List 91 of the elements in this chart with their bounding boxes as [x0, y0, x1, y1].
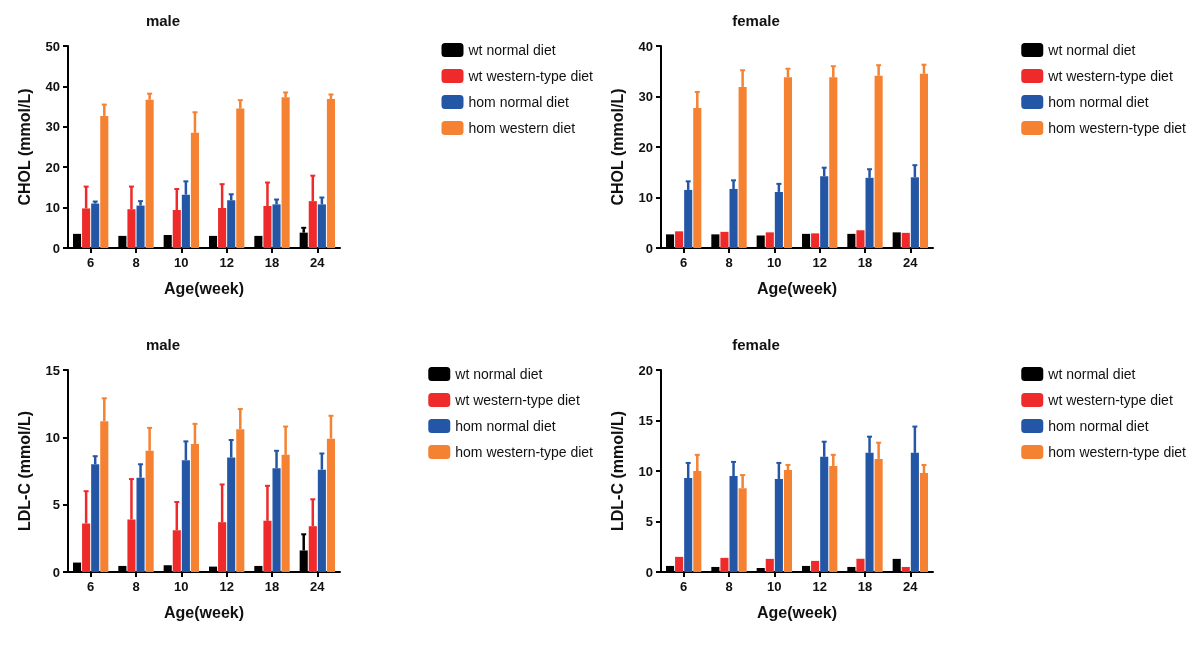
x-tick-label: 12	[219, 255, 234, 270]
y-tick-label: 20	[638, 362, 653, 378]
chart-title: female	[732, 336, 780, 353]
x-tick-label: 12	[812, 255, 827, 270]
x-tick-label: 18	[264, 255, 280, 270]
legend-label: wt normal diet	[1047, 42, 1136, 58]
legend-label: wt normal diet	[467, 42, 556, 58]
x-tick-label: 10	[174, 579, 189, 594]
x-tick-label: 10	[767, 255, 782, 270]
legend-label: hom western-type diet	[1048, 444, 1187, 460]
y-tick-label: 40	[45, 78, 60, 94]
legend-label: wt normal diet	[454, 366, 543, 382]
bar	[720, 557, 729, 572]
y-axis-title: LDL-C (mmol/L)	[15, 411, 33, 531]
x-tick-label: 8	[132, 579, 140, 594]
y-tick-label: 50	[45, 38, 60, 54]
x-tick-label: 8	[725, 255, 733, 270]
x-tick-label: 24	[903, 255, 919, 270]
x-tick-label: 6	[680, 579, 688, 594]
bar	[91, 203, 100, 248]
legend-label: wt western-type diet	[467, 68, 594, 84]
bar	[272, 204, 281, 248]
legend-label: hom normal diet	[455, 418, 556, 434]
x-tick-label: 24	[310, 579, 326, 594]
x-tick-label: 8	[132, 255, 140, 270]
y-tick-label: 0	[52, 240, 60, 256]
y-tick-label: 0	[52, 564, 60, 580]
x-tick-label: 10	[174, 255, 189, 270]
bar	[326, 98, 336, 248]
x-tick-label: 18	[857, 579, 873, 594]
y-tick-label: 5	[52, 497, 60, 513]
y-tick-label: 30	[45, 119, 60, 135]
legend-label: wt western-type diet	[1047, 392, 1173, 408]
x-tick-label: 24	[310, 255, 326, 270]
y-axis-title: LDL-C (mmol/L)	[608, 411, 626, 531]
y-tick-label: 20	[45, 159, 60, 175]
x-axis-title: Age(week)	[163, 603, 245, 621]
x-axis-title: Age(week)	[163, 279, 245, 297]
bar	[281, 97, 290, 248]
legend-label: hom western diet	[468, 120, 576, 136]
bar	[901, 566, 910, 572]
bar	[765, 558, 774, 572]
y-tick-label: 10	[45, 429, 60, 445]
bar	[675, 556, 684, 572]
y-tick-label: 20	[638, 139, 653, 155]
legend-label: hom western-type diet	[1048, 120, 1187, 136]
y-tick-label: 5	[645, 514, 653, 529]
legend-label: hom western-type diet	[455, 444, 594, 460]
x-tick-label: 24	[903, 579, 919, 594]
x-tick-label: 12	[812, 579, 827, 594]
bar	[136, 205, 145, 248]
legend-label: wt western-type diet	[454, 392, 580, 408]
x-tick-label: 6	[87, 255, 95, 270]
x-tick-label: 6	[87, 579, 95, 594]
bar	[811, 560, 820, 572]
x-tick-label: 10	[767, 579, 782, 594]
y-tick-label: 30	[638, 89, 653, 104]
bar	[783, 469, 793, 572]
chart-title: male	[145, 336, 181, 353]
y-tick-label: 10	[638, 463, 653, 479]
legend-label: wt western-type diet	[1047, 68, 1173, 84]
x-axis-title: Age(week)	[756, 603, 838, 621]
bar	[811, 233, 820, 248]
legend-label: wt normal diet	[1047, 366, 1136, 382]
y-axis-title: CHOL (mmol/L)	[608, 88, 626, 206]
bar	[856, 558, 865, 572]
x-tick-label: 6	[680, 255, 688, 270]
legend-label: hom normal diet	[1048, 418, 1149, 434]
y-tick-label: 10	[638, 190, 653, 205]
y-tick-label: 15	[45, 362, 60, 378]
y-tick-label: 15	[638, 413, 653, 428]
bar	[145, 99, 154, 248]
bar	[675, 231, 684, 248]
y-tick-label: 0	[645, 564, 653, 580]
y-tick-label: 40	[638, 38, 653, 54]
bar	[765, 232, 774, 248]
chart-title: female	[732, 12, 780, 29]
legend-label: hom normal diet	[468, 94, 569, 110]
y-axis-title: CHOL (mmol/L)	[15, 88, 33, 206]
chart-title: male	[145, 12, 181, 29]
x-tick-label: 8	[725, 579, 733, 594]
x-axis-title: Age(week)	[756, 279, 838, 297]
y-tick-label: 0	[645, 240, 653, 256]
x-tick-label: 18	[857, 255, 873, 270]
bar	[856, 230, 865, 248]
y-tick-label: 10	[45, 200, 60, 216]
bar	[901, 232, 910, 248]
legend-label: hom normal diet	[1048, 94, 1149, 110]
bar	[720, 231, 729, 248]
x-tick-label: 12	[219, 579, 234, 594]
x-tick-label: 18	[264, 579, 280, 594]
